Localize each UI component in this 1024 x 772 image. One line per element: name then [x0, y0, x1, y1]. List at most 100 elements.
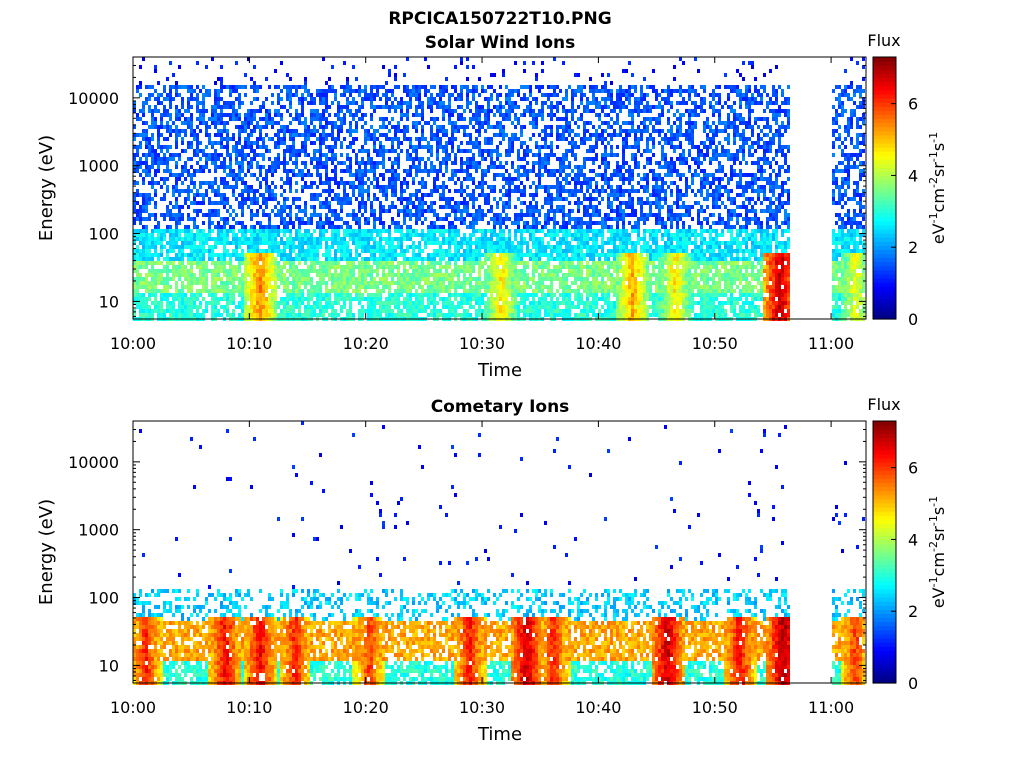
heatmap-cell: [190, 229, 193, 233]
heatmap-cell: [487, 197, 490, 201]
heatmap-cell: [346, 193, 349, 197]
heatmap-cell: [469, 193, 472, 197]
heatmap-cell: [493, 173, 496, 177]
heatmap-cell: [382, 93, 385, 97]
heatmap-cell: [154, 65, 157, 69]
heatmap-cell: [145, 313, 148, 317]
heatmap-cell: [331, 221, 334, 225]
heatmap-cell: [433, 261, 436, 265]
heatmap-cell: [190, 125, 193, 129]
heatmap-cell: [319, 205, 322, 209]
heatmap-cell: [244, 153, 247, 157]
heatmap-cell: [208, 289, 211, 293]
heatmap-cell: [190, 93, 193, 97]
heatmap-cell: [229, 213, 232, 217]
heatmap-cell: [490, 73, 493, 77]
heatmap-cell: [313, 265, 316, 269]
heatmap-cell: [187, 273, 190, 277]
heatmap-cell: [145, 193, 148, 197]
heatmap-cell: [430, 301, 433, 305]
heatmap-cell: [382, 237, 385, 241]
heatmap-cell: [424, 137, 427, 141]
heatmap-cell: [187, 241, 190, 245]
heatmap-cell: [250, 189, 253, 193]
heatmap-cell: [391, 261, 394, 265]
heatmap-cell: [400, 313, 403, 317]
heatmap-cell: [283, 277, 286, 281]
heatmap-cell: [373, 169, 376, 173]
heatmap-cell: [445, 237, 448, 241]
heatmap-cell: [235, 141, 238, 145]
heatmap-cell: [490, 273, 493, 277]
heatmap-cell: [202, 193, 205, 197]
heatmap-cell: [169, 301, 172, 305]
heatmap-cell: [193, 181, 196, 185]
heatmap-cell: [343, 293, 346, 297]
heatmap-cell: [394, 293, 397, 297]
heatmap-cell: [133, 205, 136, 209]
heatmap-cell: [412, 313, 415, 317]
heatmap-cell: [346, 273, 349, 277]
heatmap-cell: [196, 133, 199, 137]
heatmap-cell: [424, 217, 427, 221]
heatmap-cell: [373, 185, 376, 189]
heatmap-cell: [373, 305, 376, 309]
heatmap-cell: [166, 257, 169, 261]
heatmap-cell: [349, 237, 352, 241]
heatmap-cell: [229, 257, 232, 261]
heatmap-cell: [205, 213, 208, 217]
heatmap-cell: [322, 253, 325, 257]
heatmap-cell: [448, 289, 451, 293]
heatmap-cell: [337, 237, 340, 241]
heatmap-cell: [373, 293, 376, 297]
heatmap-cell: [187, 205, 190, 209]
heatmap-cell: [163, 137, 166, 141]
heatmap-cell: [448, 249, 451, 253]
heatmap-cell: [196, 97, 199, 101]
heatmap-cell: [304, 77, 307, 81]
heatmap-cell: [361, 277, 364, 281]
heatmap-cell: [229, 225, 232, 229]
heatmap-cell: [169, 145, 172, 149]
heatmap-cell: [454, 109, 457, 113]
heatmap-cell: [256, 197, 259, 201]
heatmap-cell: [178, 109, 181, 113]
heatmap-cell: [418, 245, 421, 249]
heatmap-cell: [445, 169, 448, 173]
heatmap-cell: [181, 217, 184, 221]
heatmap-cell: [319, 225, 322, 229]
heatmap-cell: [313, 153, 316, 157]
heatmap-cell: [142, 313, 145, 317]
heatmap-cell: [460, 57, 463, 61]
heatmap-cell: [256, 253, 259, 257]
heatmap-cell: [433, 281, 436, 285]
heatmap-cell: [451, 161, 454, 165]
heatmap-cell: [331, 281, 334, 285]
heatmap-cell: [361, 89, 364, 93]
heatmap-cell: [265, 297, 268, 301]
heatmap-cell: [175, 313, 178, 317]
heatmap-cell: [379, 229, 382, 233]
heatmap-cell: [268, 285, 271, 289]
heatmap-cell: [505, 273, 508, 277]
heatmap-cell: [412, 149, 415, 153]
heatmap-cell: [382, 265, 385, 269]
heatmap-cell: [184, 293, 187, 297]
heatmap-cell: [175, 137, 178, 141]
heatmap-cell: [487, 169, 490, 173]
heatmap-cell: [406, 305, 409, 309]
heatmap-cell: [364, 97, 367, 101]
heatmap-cell: [355, 277, 358, 281]
heatmap-cell: [325, 281, 328, 285]
heatmap-cell: [316, 149, 319, 153]
heatmap-cell: [238, 165, 241, 169]
heatmap-cell: [334, 241, 337, 245]
heatmap-cell: [319, 193, 322, 197]
heatmap-cell: [250, 245, 253, 249]
heatmap-cell: [490, 185, 493, 189]
heatmap-cell: [406, 313, 409, 317]
heatmap-cell: [313, 313, 316, 317]
heatmap-cell: [370, 85, 373, 89]
heatmap-cell: [163, 89, 166, 93]
heatmap-cell: [415, 313, 418, 317]
